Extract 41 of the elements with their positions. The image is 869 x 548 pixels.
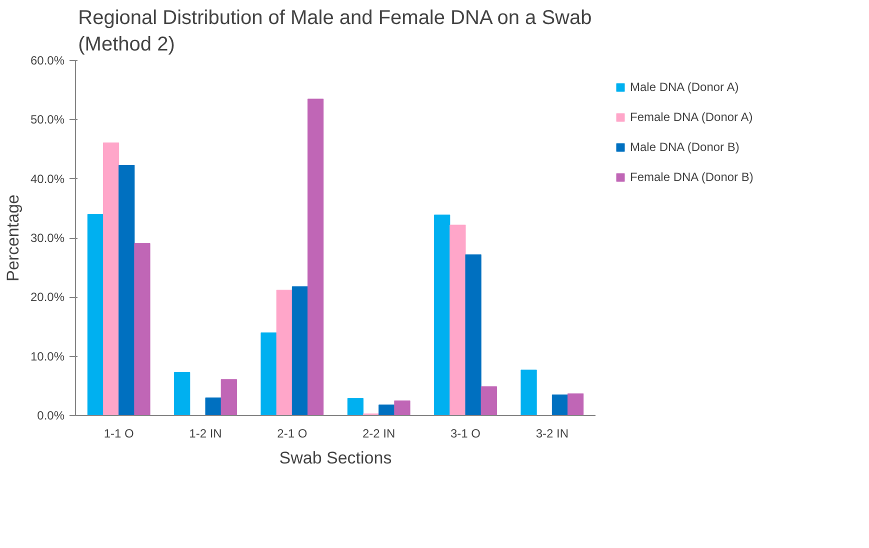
bar xyxy=(276,290,292,416)
y-tick-label: 40.0% xyxy=(30,172,65,186)
y-tick-label: 20.0% xyxy=(30,290,65,304)
bar xyxy=(118,164,135,416)
x-tick-label: 1-1 O xyxy=(104,426,134,440)
x-tick-label: 3-2 IN xyxy=(536,426,569,440)
bar xyxy=(205,398,222,416)
bar xyxy=(552,394,568,416)
x-tick-label: 3-1 O xyxy=(450,426,481,440)
bar xyxy=(347,398,364,416)
bar xyxy=(378,404,395,416)
bar xyxy=(174,372,190,416)
bar xyxy=(308,98,324,416)
x-tick-label: 2-1 O xyxy=(277,426,308,440)
x-tick-label: 2-2 IN xyxy=(362,426,396,440)
bar xyxy=(568,393,584,416)
y-tick-label: 60.0% xyxy=(30,54,65,68)
bar xyxy=(394,400,410,416)
y-tick-label: 30.0% xyxy=(30,231,65,245)
x-tick-label: 1-2 IN xyxy=(189,426,222,440)
legend-label: Male DNA (Donor B) xyxy=(630,140,740,154)
bar xyxy=(220,379,237,416)
bar xyxy=(102,142,120,416)
y-tick-label: 0.0% xyxy=(37,408,65,422)
bar xyxy=(480,386,497,416)
bar xyxy=(434,214,450,416)
legend-label: Male DNA (Donor A) xyxy=(630,80,739,94)
chart-title: Regional Distribution of Male and Female DNA on a Swab (Method 2) xyxy=(78,7,592,56)
bar xyxy=(260,332,277,416)
bar xyxy=(520,370,537,416)
bar xyxy=(450,224,466,416)
bar xyxy=(465,254,482,416)
bar xyxy=(87,214,104,416)
y-axis-title: Percentage xyxy=(3,194,22,282)
y-tick-label: 50.0% xyxy=(30,112,65,127)
legend-label: Female DNA (Donor A) xyxy=(630,110,753,124)
x-axis-title: Swab Sections xyxy=(279,448,392,468)
bar xyxy=(292,286,308,416)
y-tick-label: 10.0% xyxy=(30,349,65,364)
bar xyxy=(134,243,150,416)
legend-label: Female DNA (Donor B) xyxy=(630,170,754,184)
